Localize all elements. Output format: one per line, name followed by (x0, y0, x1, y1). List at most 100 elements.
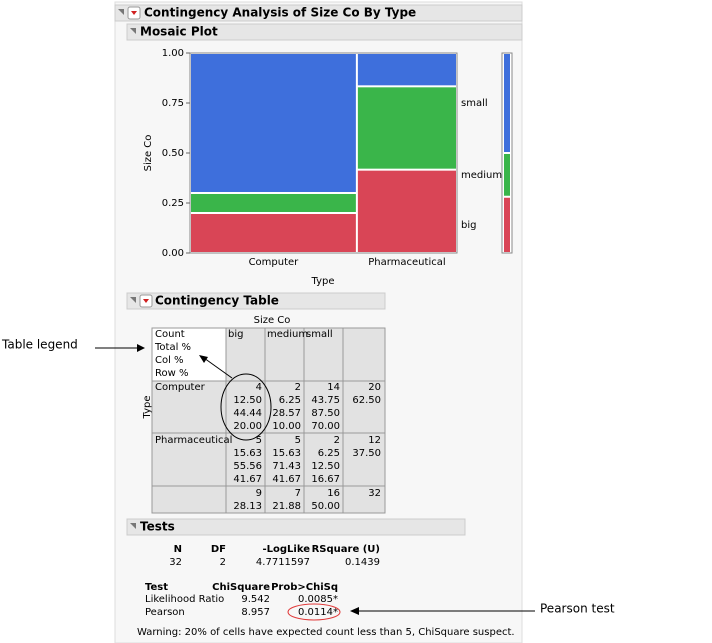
table-cell: 5 (256, 435, 262, 446)
column-header: ChiSquare (212, 582, 270, 593)
disclosure-icon[interactable] (130, 297, 136, 303)
legend-bar-frame (501, 52, 513, 254)
table-cell: 4 (256, 382, 262, 393)
column-title: Size Co (254, 315, 291, 326)
y-tick-label: 0.00 (162, 248, 184, 259)
legend-label: big (461, 220, 476, 231)
section-bar (126, 23, 523, 41)
mosaic-cell (357, 53, 456, 86)
test-value: Pearson (145, 607, 185, 618)
table-cell: 70.00 (311, 421, 340, 432)
marginal-bar (504, 197, 510, 252)
highlight-circle (220, 373, 272, 441)
x-axis-title: Type (311, 276, 335, 287)
legend-entry: Count (155, 329, 185, 340)
arrow-head (199, 355, 208, 363)
table-cell: 2 (334, 435, 340, 446)
disclosure-icon[interactable] (130, 28, 136, 34)
report-title: Contingency Analysis of Size Co By Type (144, 6, 416, 20)
table-cell: 44.44 (233, 408, 262, 419)
annotation: Pearson test (540, 602, 615, 616)
menu-arrow (131, 11, 137, 15)
section-title: Contingency Table (155, 294, 279, 308)
table-cell: 41.67 (233, 474, 262, 485)
table-cell: 10.00 (272, 421, 301, 432)
y-tick-label: 0.25 (162, 198, 184, 209)
column-header: RSquare (U) (312, 544, 380, 555)
legend-label: medium (461, 170, 502, 181)
column-header: big (228, 329, 243, 340)
column-header: Test (145, 582, 168, 593)
section-title: Mosaic Plot (140, 25, 218, 39)
column-total: 7 (295, 488, 301, 499)
table-cell: 28.57 (272, 408, 301, 419)
column-total: 21.88 (272, 501, 301, 512)
legend-entry: Total % (154, 342, 191, 353)
title-bar (114, 4, 523, 22)
row-header: Pharmaceutical (155, 435, 232, 446)
test-value: 8.957 (241, 607, 270, 618)
warning-text: Warning: 20% of cells have expected coun… (137, 627, 515, 638)
summary-value: 4.7711597 (256, 557, 310, 568)
legend-label: small (461, 98, 488, 109)
table-cell: 15.63 (233, 448, 262, 459)
mosaic-cell (357, 170, 456, 252)
table-cell: 55.56 (233, 461, 262, 472)
x-tick-label: Computer (249, 257, 300, 268)
row-header: Computer (155, 382, 206, 393)
row-total: 20 (368, 382, 381, 393)
marginal-bar (504, 54, 510, 152)
row-total: 37.50 (352, 448, 381, 459)
table-cell: 6.25 (279, 395, 301, 406)
row-total: 12 (368, 435, 381, 446)
mosaic-cell (191, 214, 356, 252)
section-bar (126, 292, 386, 310)
legend-cell (151, 327, 227, 382)
table-cell: 15.63 (272, 448, 301, 459)
table-cell: 2 (295, 382, 301, 393)
highlight-circle (287, 603, 341, 621)
column-total: 16 (327, 488, 340, 499)
table-cell: 16.67 (311, 474, 340, 485)
table-cell: 20.00 (233, 421, 262, 432)
row-total: 62.50 (352, 395, 381, 406)
table-cell: 6.25 (318, 448, 340, 459)
disclosure-icon[interactable] (118, 9, 124, 15)
mosaic-cell (357, 87, 456, 169)
y-axis-title: Size Co (143, 135, 154, 172)
table-cell: 71.43 (272, 461, 301, 472)
summary-value: 2 (220, 557, 226, 568)
column-header: -LogLike (262, 544, 310, 555)
arrow-head (350, 607, 359, 615)
legend-entry: Row % (155, 368, 188, 379)
x-tick-label: Pharmaceutical (368, 257, 445, 268)
grand-total: 32 (368, 488, 381, 499)
summary-value: 0.1439 (345, 557, 380, 568)
section-bar (126, 518, 466, 536)
table-cell: 43.75 (311, 395, 340, 406)
legend-entry: Col % (155, 355, 184, 366)
column-header: small (306, 329, 333, 340)
mosaic-cell (191, 54, 356, 192)
column-header: DF (211, 544, 226, 555)
table-cell: 41.67 (272, 474, 301, 485)
summary-value: 32 (169, 557, 182, 568)
column-total: 28.13 (233, 501, 262, 512)
table-cell: 12.50 (311, 461, 340, 472)
disclosure-icon[interactable] (130, 523, 136, 529)
column-header: medium (267, 329, 308, 340)
column-header: N (174, 544, 182, 555)
annotation: Table legend (1, 338, 78, 352)
mosaic-cell (191, 194, 356, 212)
column-total: 50.00 (311, 501, 340, 512)
table-cell: 87.50 (311, 408, 340, 419)
table-cell: 5 (295, 435, 301, 446)
y-tick-label: 0.50 (162, 148, 184, 159)
test-value: Likelihood Ratio (145, 594, 224, 605)
section-title: Tests (140, 520, 175, 534)
column-total: 9 (256, 488, 262, 499)
row-title: Type (142, 396, 153, 420)
test-value: 0.0085* (298, 594, 338, 605)
